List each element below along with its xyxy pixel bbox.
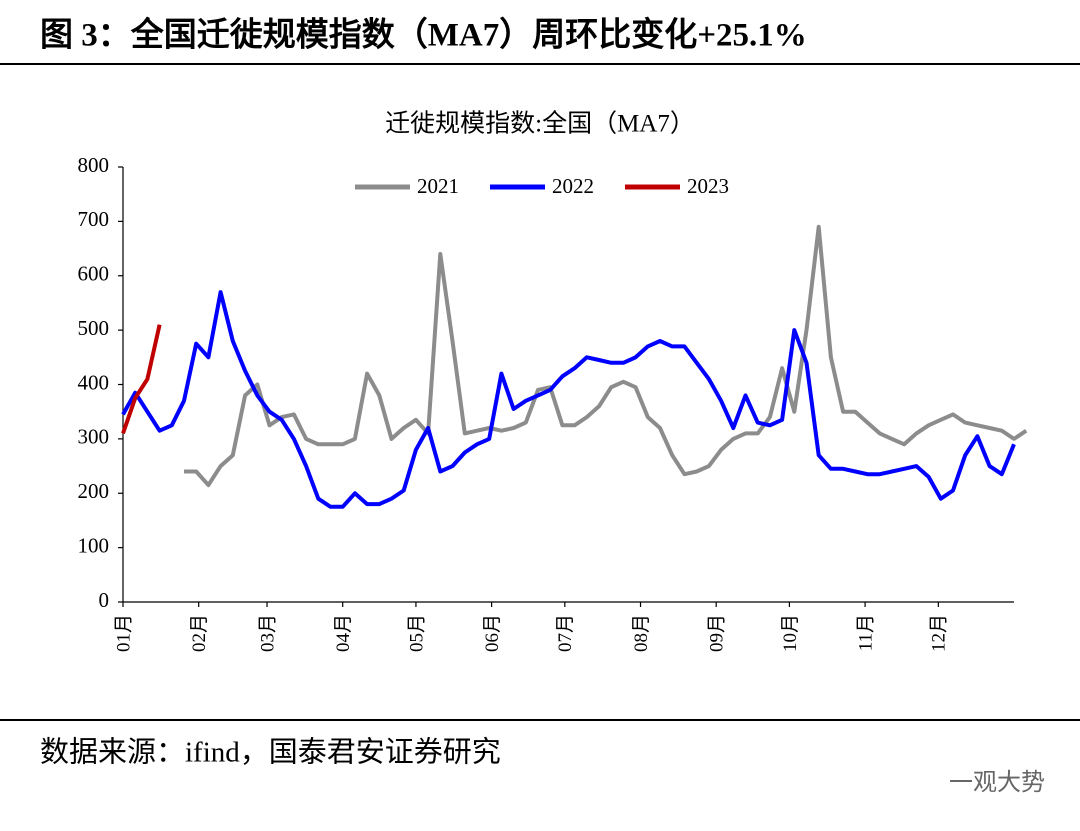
y-tick-label: 100 (78, 533, 110, 557)
y-tick-label: 300 (78, 425, 110, 449)
x-tick-label: 01月 (113, 614, 134, 652)
y-tick-label: 500 (78, 316, 110, 340)
legend-label: 2022 (552, 174, 594, 198)
y-tick-label: 800 (78, 153, 110, 177)
header-title: 图 3：全国迁徙规模指数（MA7）周环比变化+25.1% (40, 16, 807, 54)
source: 数据来源：ifind，国泰君安证券研究 (40, 736, 501, 769)
x-tick-label: 06月 (482, 614, 503, 652)
x-tick-label: 09月 (707, 614, 728, 652)
legend-label: 2021 (417, 174, 459, 198)
series-line (184, 224, 1028, 488)
y-tick-label: 200 (78, 479, 110, 503)
x-tick-label: 02月 (189, 614, 210, 652)
x-tick-label: 05月 (406, 614, 427, 652)
x-tick-label: 04月 (333, 614, 354, 652)
series-line (121, 290, 1016, 509)
x-tick-label: 07月 (555, 614, 576, 652)
x-tick-label: 12月 (929, 614, 950, 652)
x-tick-label: 03月 (257, 614, 278, 652)
x-tick-label: 11月 (855, 614, 876, 651)
y-tick-label: 700 (78, 207, 110, 231)
series-line (121, 324, 162, 435)
watermark: 一观大势 (949, 768, 1045, 796)
x-tick-label: 10月 (780, 614, 801, 652)
x-tick-label: 08月 (631, 614, 652, 652)
y-tick-label: 600 (78, 262, 110, 286)
y-tick-label: 0 (99, 588, 110, 612)
chart-title: 迁徙规模指数:全国（MA7） (385, 110, 695, 138)
y-tick-label: 400 (78, 370, 110, 394)
legend-label: 2023 (687, 174, 729, 198)
